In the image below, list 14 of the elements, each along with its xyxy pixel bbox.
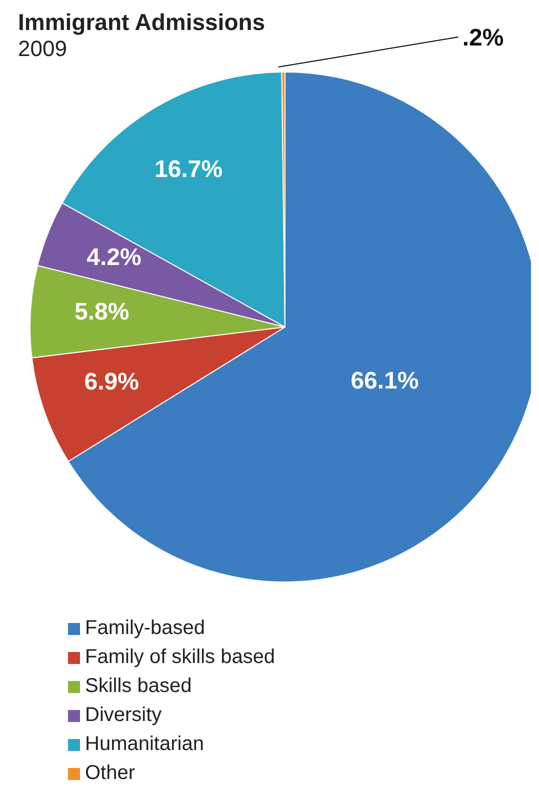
data-label: 4.2%	[86, 244, 142, 271]
legend-label: Humanitarian	[85, 732, 204, 757]
legend-label: Family of skills based	[85, 645, 276, 670]
data-label: 6.9%	[84, 368, 139, 396]
chart-subtitle: 2009	[18, 36, 68, 62]
legend-label: Family-based	[85, 616, 206, 641]
data-label: 5.8%	[74, 298, 130, 326]
legend-label: Other	[85, 761, 136, 786]
legend-label: Skills based	[85, 674, 192, 699]
data-label: .2%	[462, 24, 504, 52]
data-label: 16.7%	[154, 156, 223, 184]
data-label: 66.1%	[350, 368, 419, 395]
chart-title: Immigrant Admissions	[18, 8, 266, 36]
legend-label: Diversity	[85, 703, 162, 728]
